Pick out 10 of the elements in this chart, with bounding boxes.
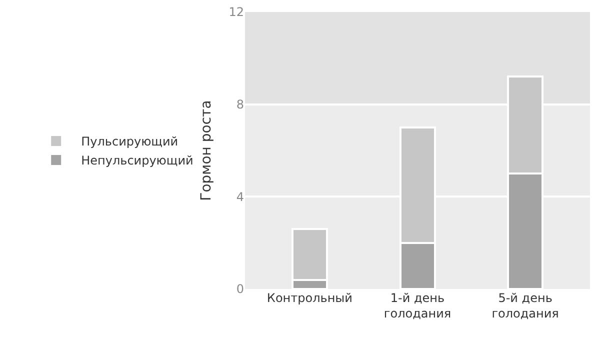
y-tick-label: 8: [236, 98, 244, 112]
x-tick-label: 1-й день голодания: [384, 291, 452, 321]
y-tick-label: 4: [236, 190, 244, 204]
x-tick-label: Контрольный: [266, 291, 352, 305]
legend-label: Пульсирующий: [81, 134, 178, 149]
y-tick-label: 0: [236, 282, 244, 296]
legend-label: Непульсирующий: [81, 154, 194, 168]
x-tick-label: 5-й день голодания: [492, 291, 559, 321]
y-axis-title: Гормон роста: [198, 100, 214, 201]
y-tick-label: 12: [228, 5, 244, 20]
